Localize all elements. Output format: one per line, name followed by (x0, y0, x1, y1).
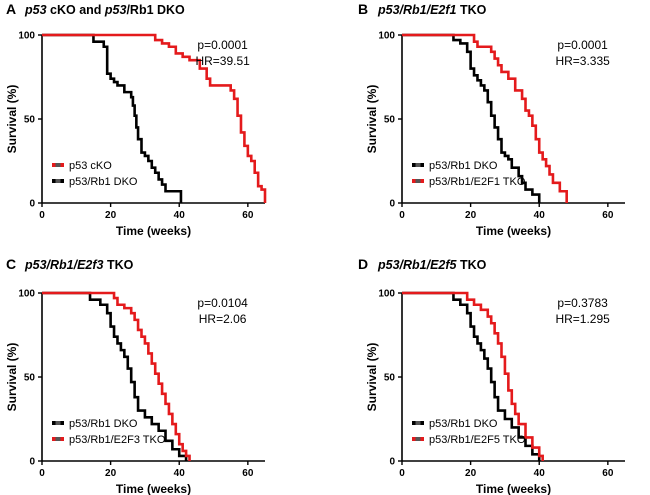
title-segment: p53/Rb1/E2f3 (24, 258, 104, 272)
survival-curve-series-2 (42, 291, 191, 461)
y-tick-label: 100 (18, 289, 35, 300)
survival-curve-series-2 (42, 33, 267, 203)
panel-title: p53/Rb1/E2f3 TKO (24, 258, 134, 272)
title-segment: p53/Rb1/E2f1 (377, 3, 457, 17)
y-tick-label: 100 (18, 31, 35, 42)
x-axis-label: Time (weeks) (476, 482, 551, 495)
x-tick-label: 40 (534, 468, 546, 479)
panel-title: p53 cKO and p53/Rb1 DKO (24, 3, 185, 17)
x-tick-label: 0 (39, 210, 45, 221)
y-axis-label: Survival (%) (365, 85, 379, 154)
legend-label: p53/Rb1/E2F1 TKO (429, 176, 526, 188)
legend-marker (55, 421, 61, 425)
panel-letter: D (358, 256, 368, 272)
survival-curve-series-1 (402, 33, 541, 203)
p-value: p=0.0001 (557, 38, 608, 52)
legend-label: p53/Rb1 DKO (429, 418, 498, 430)
x-tick-label: 40 (534, 210, 546, 221)
x-tick-label: 20 (465, 468, 477, 479)
y-tick-label: 50 (24, 373, 36, 384)
x-tick-label: 20 (105, 210, 117, 221)
x-tick-label: 20 (105, 468, 117, 479)
legend-marker (415, 437, 421, 441)
title-segment: p53/Rb1/E2f5 (377, 258, 458, 272)
legend-label: p53/Rb1/E2F5 TKO (429, 434, 526, 446)
panel-title: p53/Rb1/E2f1 TKO (377, 3, 487, 17)
legend-marker (415, 163, 421, 167)
y-tick-label: 50 (384, 115, 396, 126)
y-tick-label: 0 (389, 457, 395, 468)
legend-marker (415, 179, 421, 183)
hazard-ratio: HR=39.51 (195, 54, 250, 68)
survival-curve-series-1 (42, 291, 188, 461)
x-tick-label: 0 (399, 210, 405, 221)
x-tick-label: 0 (39, 468, 45, 479)
x-tick-label: 60 (242, 210, 254, 221)
survival-curve-series-2 (402, 291, 544, 461)
title-segment: p53 (24, 3, 47, 17)
title-segment: TKO (457, 258, 487, 272)
legend-marker (55, 163, 61, 167)
y-axis-label: Survival (%) (5, 343, 19, 412)
title-segment: cKO and (47, 3, 105, 17)
title-segment: /Rb1 DKO (126, 3, 185, 17)
y-tick-label: 100 (378, 31, 395, 42)
x-axis-label: Time (weeks) (116, 224, 191, 238)
p-value: p=0.0104 (197, 296, 248, 310)
p-value: p=0.0001 (197, 38, 248, 52)
legend-marker (55, 179, 61, 183)
legend-label: p53/Rb1 DKO (429, 160, 498, 172)
legend-marker (415, 421, 421, 425)
legend-label: p53 cKO (69, 160, 112, 172)
panel-letter: A (6, 1, 16, 17)
title-segment: TKO (457, 3, 487, 17)
x-tick-label: 60 (602, 210, 614, 221)
legend-label: p53/Rb1/E2F3 TKO (69, 434, 166, 446)
title-segment: TKO (104, 258, 134, 272)
panel-letter: C (6, 256, 16, 272)
y-tick-label: 0 (29, 457, 35, 468)
survival-curve-series-2 (402, 33, 568, 203)
p-value: p=0.3783 (557, 296, 608, 310)
hazard-ratio: HR=3.335 (555, 54, 610, 68)
legend-marker (55, 437, 61, 441)
hazard-ratio: HR=1.295 (555, 312, 610, 326)
x-tick-label: 20 (465, 210, 477, 221)
x-tick-label: 60 (242, 468, 254, 479)
x-tick-label: 40 (174, 468, 186, 479)
y-tick-label: 0 (29, 199, 35, 210)
y-tick-label: 50 (24, 115, 36, 126)
y-axis-label: Survival (%) (365, 343, 379, 412)
x-tick-label: 0 (399, 468, 405, 479)
y-tick-label: 50 (384, 373, 396, 384)
y-tick-label: 100 (378, 289, 395, 300)
x-axis-label: Time (weeks) (476, 224, 551, 238)
y-tick-label: 0 (389, 199, 395, 210)
survival-curve-series-1 (42, 33, 183, 203)
panel-title: p53/Rb1/E2f5 TKO (377, 258, 487, 272)
hazard-ratio: HR=2.06 (199, 312, 247, 326)
survival-curve-series-1 (402, 291, 541, 461)
title-segment: p53 (104, 3, 127, 17)
y-axis-label: Survival (%) (5, 85, 19, 154)
x-tick-label: 60 (602, 468, 614, 479)
panel-letter: B (358, 1, 368, 17)
x-axis-label: Time (weeks) (116, 482, 191, 495)
legend-label: p53/Rb1 DKO (69, 418, 138, 430)
legend-label: p53/Rb1 DKO (69, 176, 138, 188)
x-tick-label: 40 (174, 210, 186, 221)
